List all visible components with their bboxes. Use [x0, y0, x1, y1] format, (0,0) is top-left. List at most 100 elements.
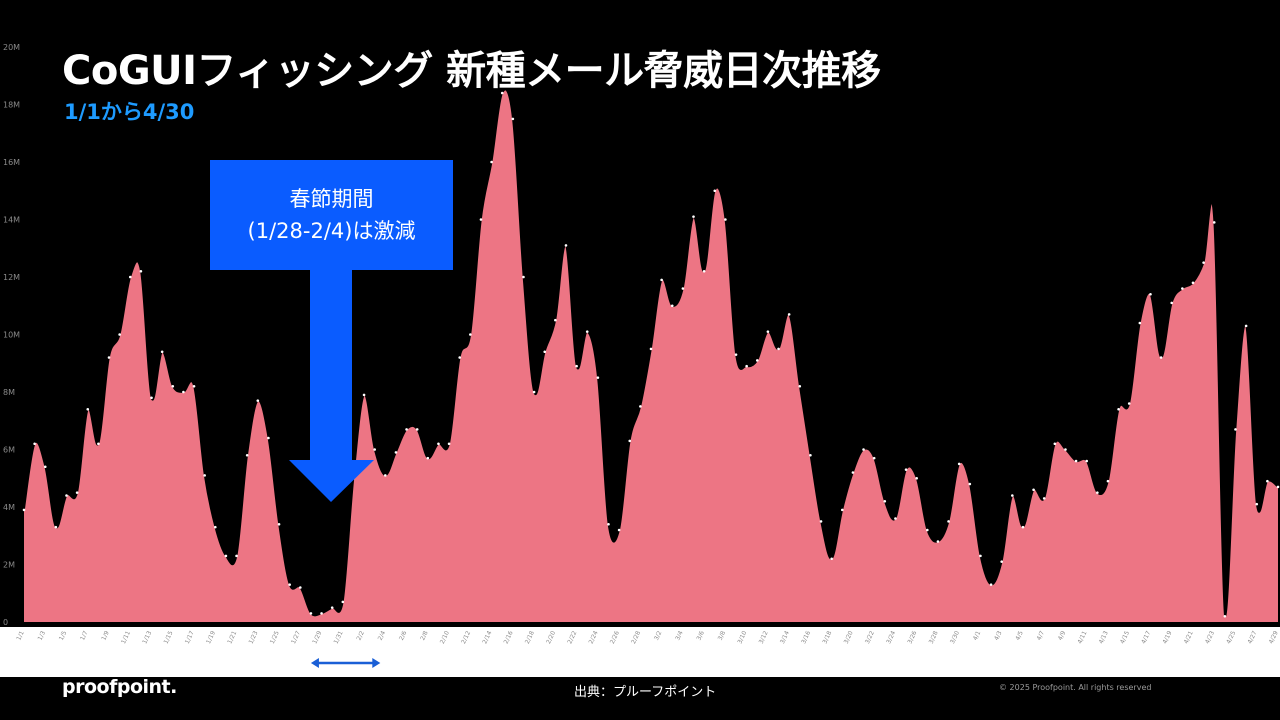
- data-point: [224, 554, 228, 558]
- data-point: [1096, 491, 1099, 494]
- data-point: [915, 476, 918, 480]
- data-point: [968, 482, 972, 486]
- data-point: [65, 494, 68, 497]
- callout-line-1: 春節期間: [289, 187, 374, 211]
- data-point: [469, 333, 472, 336]
- data-point: [607, 522, 610, 526]
- data-point: [777, 347, 780, 351]
- data-point: [851, 471, 855, 474]
- data-point: [1138, 321, 1142, 325]
- data-point: [447, 442, 451, 446]
- data-point: [182, 390, 185, 394]
- data-point: [139, 269, 143, 273]
- data-point: [128, 275, 132, 279]
- data-point: [1149, 292, 1152, 296]
- data-point: [22, 508, 26, 512]
- data-point: [1266, 479, 1269, 483]
- data-point: [479, 218, 483, 221]
- data-point: [670, 304, 674, 308]
- x-tick-label: 2/2: [355, 630, 366, 642]
- x-tick-label: 2/6: [398, 630, 409, 642]
- data-point: [830, 557, 833, 561]
- data-point: [1127, 402, 1131, 405]
- x-tick-label: 4/3: [993, 630, 1004, 642]
- proofpoint-logo: proofpoint.: [62, 676, 177, 698]
- data-point: [819, 520, 823, 523]
- data-point: [235, 554, 238, 558]
- data-point: [522, 275, 525, 279]
- data-point: [1223, 614, 1227, 618]
- down-arrow-shape: [289, 268, 374, 502]
- x-tick-label: 1/7: [79, 630, 90, 642]
- data-point: [405, 428, 408, 431]
- data-point: [415, 428, 419, 431]
- y-tick-label: 4M: [3, 503, 15, 512]
- series-area-fill: [24, 89, 1278, 622]
- data-point: [617, 528, 621, 532]
- holiday-span-marker: [310, 658, 381, 668]
- data-point: [107, 356, 111, 359]
- data-point: [1117, 407, 1120, 411]
- data-point: [75, 491, 79, 494]
- data-point: [213, 525, 217, 529]
- data-point: [97, 442, 100, 446]
- y-tick-label: 14M: [3, 216, 20, 225]
- data-point: [554, 318, 557, 322]
- data-point: [957, 462, 961, 466]
- data-point: [745, 364, 748, 368]
- data-point: [1159, 356, 1163, 359]
- data-point: [192, 384, 196, 388]
- y-tick-label: 6M: [3, 446, 15, 455]
- data-point: [926, 528, 929, 532]
- data-point: [1106, 479, 1110, 483]
- x-tick-label: 3/2: [653, 630, 664, 642]
- data-point: [171, 384, 175, 388]
- data-point: [681, 287, 685, 290]
- data-point: [883, 499, 887, 503]
- x-tick-label: 2/8: [419, 630, 430, 642]
- data-point: [713, 189, 717, 193]
- data-point: [299, 586, 302, 589]
- data-point: [1255, 502, 1259, 506]
- data-point: [1202, 261, 1205, 264]
- data-point: [394, 451, 398, 454]
- data-point: [1191, 281, 1195, 285]
- data-point: [437, 442, 440, 446]
- data-point: [649, 347, 653, 351]
- x-tick-label: 1/5: [58, 630, 69, 642]
- data-point: [320, 612, 323, 615]
- data-point: [575, 364, 578, 368]
- x-tick-label: 4/9: [1057, 630, 1068, 642]
- data-point: [160, 350, 164, 354]
- data-point: [628, 439, 632, 443]
- y-tick-label: 8M: [3, 388, 15, 397]
- down-arrow-icon: [289, 268, 374, 502]
- data-point: [1085, 459, 1089, 463]
- data-point: [43, 465, 47, 469]
- data-point: [203, 474, 206, 477]
- data-point: [54, 525, 58, 529]
- data-point: [1244, 324, 1248, 328]
- x-tick-label: 2/4: [377, 630, 388, 642]
- copyright-note: © 2025 Proofpoint. All rights reserved: [999, 683, 1152, 692]
- x-tick-label: 3/8: [717, 630, 728, 642]
- data-point: [543, 350, 547, 354]
- data-point: [904, 468, 908, 471]
- data-point: [1181, 287, 1184, 290]
- data-point: [840, 508, 844, 512]
- data-point: [947, 520, 950, 523]
- data-point: [1212, 221, 1216, 224]
- data-point: [862, 448, 865, 451]
- data-point: [1042, 497, 1046, 500]
- span-left-arrowhead: [310, 658, 319, 668]
- x-axis-band: [0, 627, 1280, 677]
- data-point: [755, 359, 759, 362]
- data-point: [936, 540, 940, 543]
- x-tick-label: 4/5: [1014, 630, 1025, 642]
- data-point: [33, 442, 36, 446]
- page-title: CoGUIフィッシング 新種メール脅威日次推移: [62, 48, 881, 94]
- data-point: [660, 278, 663, 282]
- footer: [0, 677, 1280, 720]
- x-tick-label: 1/1: [15, 630, 26, 642]
